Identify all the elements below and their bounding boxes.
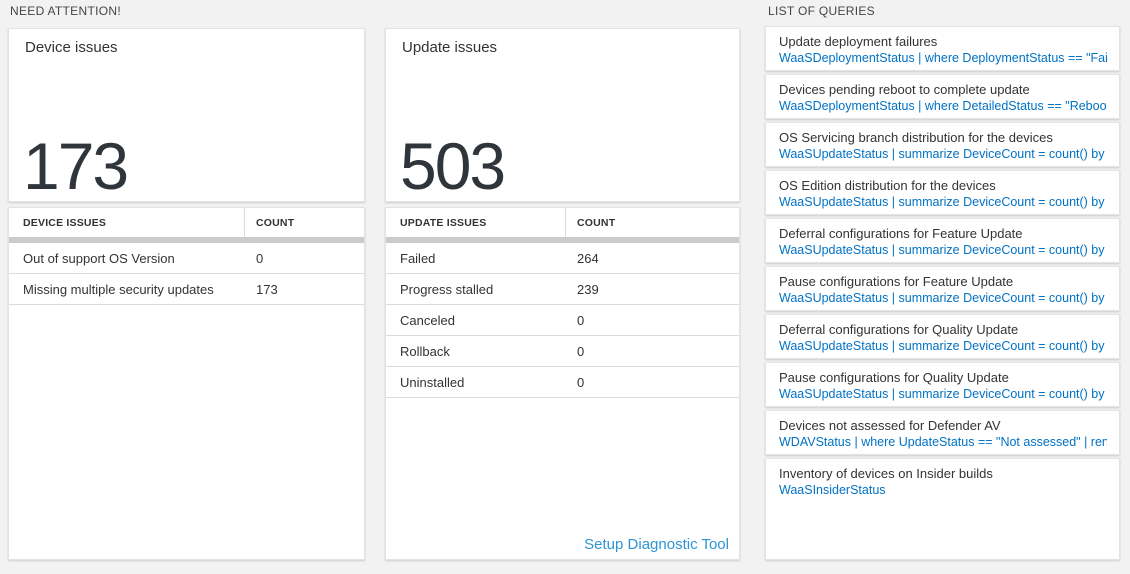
query-text: WaaSUpdateStatus | summarize DeviceCount… <box>779 291 1107 305</box>
query-title: OS Edition distribution for the devices <box>779 178 996 193</box>
query-item-devices-pending-reboot[interactable]: Devices pending reboot to complete updat… <box>765 74 1120 119</box>
query-title: Devices pending reboot to complete updat… <box>779 82 1030 97</box>
query-title: Pause configurations for Feature Update <box>779 274 1014 289</box>
query-item-pause-quality-update[interactable]: Pause configurations for Quality Update … <box>765 362 1120 407</box>
need-attention-header: NEED ATTENTION! <box>10 4 121 18</box>
update-issues-column-header: UPDATE ISSUES <box>386 208 566 237</box>
issue-name-cell: Out of support OS Version <box>23 250 175 266</box>
issue-name-cell: Uninstalled <box>400 374 465 390</box>
update-issues-count: 503 <box>400 129 506 203</box>
issue-count-cell: 0 <box>577 374 585 390</box>
query-text: WaaSUpdateStatus | summarize DeviceCount… <box>779 387 1107 401</box>
update-issues-table: UPDATE ISSUES COUNT Failed 264 Progress … <box>385 207 740 560</box>
query-item-pause-feature-update[interactable]: Pause configurations for Feature Update … <box>765 266 1120 311</box>
query-title: Inventory of devices on Insider builds <box>779 466 993 481</box>
query-title: OS Servicing branch distribution for the… <box>779 130 1053 145</box>
query-text: WaaSUpdateStatus | summarize DeviceCount… <box>779 243 1107 257</box>
query-item-insider-builds-inventory[interactable]: Inventory of devices on Insider builds W… <box>765 458 1120 560</box>
issue-name-cell: Failed <box>400 250 436 266</box>
query-text: WDAVStatus | where UpdateStatus == "Not … <box>779 435 1107 449</box>
table-row: Failed 264 <box>386 243 739 274</box>
query-item-deferral-feature-update[interactable]: Deferral configurations for Feature Upda… <box>765 218 1120 263</box>
query-text: WaaSUpdateStatus | summarize DeviceCount… <box>779 339 1107 353</box>
query-title: Devices not assessed for Defender AV <box>779 418 1001 433</box>
table-header-divider-bar <box>386 237 739 243</box>
table-row: Rollback 0 <box>386 336 739 367</box>
query-text: WaaSUpdateStatus | summarize DeviceCount… <box>779 195 1107 209</box>
issue-count-cell: 239 <box>577 281 599 297</box>
issue-count-cell: 0 <box>256 250 264 266</box>
device-issues-column-header: DEVICE ISSUES <box>9 208 245 237</box>
query-text: WaaSDeploymentStatus | where DetailedSta… <box>779 99 1107 113</box>
query-text: WaaSDeploymentStatus | where DeploymentS… <box>779 51 1107 65</box>
table-header-divider-bar <box>9 237 364 243</box>
table-row: Canceled 0 <box>386 305 739 336</box>
table-row: Progress stalled 239 <box>386 274 739 305</box>
table-header-row: UPDATE ISSUES COUNT <box>386 208 739 237</box>
queries-list: Update deployment failures WaaSDeploymen… <box>765 26 1120 560</box>
update-issues-title: Update issues <box>402 39 498 56</box>
query-item-os-edition-distribution[interactable]: OS Edition distribution for the devices … <box>765 170 1120 215</box>
query-item-os-servicing-branch[interactable]: OS Servicing branch distribution for the… <box>765 122 1120 167</box>
issue-name-cell: Canceled <box>400 312 455 328</box>
issue-name-cell: Missing multiple security updates <box>23 281 214 297</box>
query-title: Deferral configurations for Feature Upda… <box>779 226 1023 241</box>
device-issues-table: DEVICE ISSUES COUNT Out of support OS Ve… <box>8 207 365 560</box>
query-text: WaaSUpdateStatus | summarize DeviceCount… <box>779 147 1107 161</box>
table-header-row: DEVICE ISSUES COUNT <box>9 208 364 237</box>
query-item-update-deployment-failures[interactable]: Update deployment failures WaaSDeploymen… <box>765 26 1120 71</box>
issue-name-cell: Progress stalled <box>400 281 494 297</box>
query-item-deferral-quality-update[interactable]: Deferral configurations for Quality Upda… <box>765 314 1120 359</box>
table-row: Out of support OS Version 0 <box>9 243 364 274</box>
issue-name-cell: Rollback <box>400 343 450 359</box>
count-column-header: COUNT <box>577 216 616 229</box>
query-title: Update deployment failures <box>779 34 938 49</box>
query-item-defender-av-not-assessed[interactable]: Devices not assessed for Defender AV WDA… <box>765 410 1120 455</box>
device-issues-count: 173 <box>23 129 129 203</box>
issue-count-cell: 264 <box>577 250 599 266</box>
table-row: Missing multiple security updates 173 <box>9 274 364 305</box>
issue-count-cell: 0 <box>577 343 585 359</box>
list-of-queries-header: LIST OF QUERIES <box>768 4 875 18</box>
query-title: Deferral configurations for Quality Upda… <box>779 322 1019 337</box>
query-title: Pause configurations for Quality Update <box>779 370 1009 385</box>
table-row: Uninstalled 0 <box>386 367 739 398</box>
count-column-header: COUNT <box>256 216 295 229</box>
device-issues-title: Device issues <box>25 39 118 56</box>
query-text: WaaSInsiderStatus <box>779 483 886 497</box>
update-issues-tile[interactable]: Update issues 503 <box>385 28 740 202</box>
issue-count-cell: 0 <box>577 312 585 328</box>
setup-diagnostic-tool-link[interactable]: Setup Diagnostic Tool <box>584 536 729 553</box>
device-issues-tile[interactable]: Device issues 173 <box>8 28 365 202</box>
issue-count-cell: 173 <box>256 281 278 297</box>
